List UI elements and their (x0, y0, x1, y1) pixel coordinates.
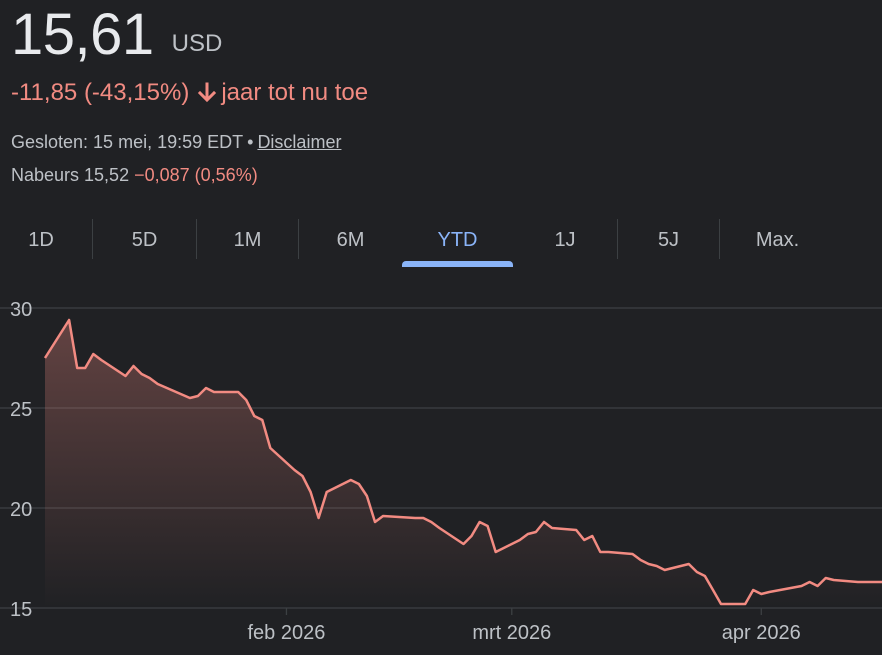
current-price: 15,61 (11, 2, 154, 67)
after-hours-label: Nabeurs 15,52 (11, 165, 130, 185)
y-tick-label: 30 (10, 299, 32, 321)
tab-label: YTD (437, 228, 478, 251)
market-status: Gesloten: 15 mei, 19:59 EDT • Disclaimer (11, 132, 341, 153)
range-tabs: 1D 5D 1M 6M YTD 1J 5J Max. (0, 215, 882, 267)
tab-1j[interactable]: 1J (513, 215, 617, 265)
price-change-row: -11,85 (-43,15%) jaar tot nu toe (11, 79, 368, 107)
price-line (43, 318, 882, 606)
closed-label: Gesloten: 15 mei, 19:59 EDT (11, 132, 244, 152)
tab-1d[interactable]: 1D (0, 215, 82, 265)
tab-label: 1M (233, 228, 262, 251)
tab-divider (196, 219, 197, 259)
x-tick-label: apr 2026 (722, 622, 801, 644)
price-row: 15,61 USD (11, 0, 222, 64)
tab-label: 1D (28, 228, 54, 251)
tab-divider (719, 219, 720, 259)
price-change: -11,85 (-43,15%) (11, 79, 190, 106)
y-tick-label: 15 (10, 599, 32, 621)
y-tick-label: 25 (10, 399, 32, 421)
x-tick-label: mrt 2026 (472, 622, 551, 644)
tab-6m[interactable]: 6M (299, 215, 402, 265)
tab-label: 5D (131, 228, 158, 251)
tab-label: 1J (554, 228, 576, 251)
tab-divider (298, 219, 299, 259)
tab-label: 6M (336, 228, 365, 251)
x-tick-label: feb 2026 (248, 622, 326, 644)
disclaimer-link[interactable]: Disclaimer (257, 132, 342, 152)
arrow-down-icon (197, 82, 217, 104)
tab-divider (617, 219, 618, 259)
price-chart[interactable]: 30 25 20 15 feb 2026 mrt 2026 apr 2026 (0, 285, 882, 655)
after-hours-change: −0,087 (0,56%) (134, 165, 258, 185)
change-period: jaar tot nu toe (221, 79, 369, 106)
after-hours: Nabeurs 15,52 −0,087 (0,56%) (11, 165, 258, 186)
tab-1m[interactable]: 1M (197, 215, 298, 265)
separator: • (247, 132, 254, 152)
currency-label: USD (171, 30, 223, 57)
tab-5j[interactable]: 5J (618, 215, 719, 265)
tab-5d[interactable]: 5D (93, 215, 196, 265)
tab-ytd[interactable]: YTD (402, 215, 513, 267)
tab-label: Max. (755, 228, 800, 251)
tab-label: 5J (657, 228, 680, 251)
y-tick-label: 20 (10, 499, 32, 521)
tab-max[interactable]: Max. (720, 215, 835, 265)
price-area-fill (45, 320, 882, 608)
tab-divider (92, 219, 93, 259)
